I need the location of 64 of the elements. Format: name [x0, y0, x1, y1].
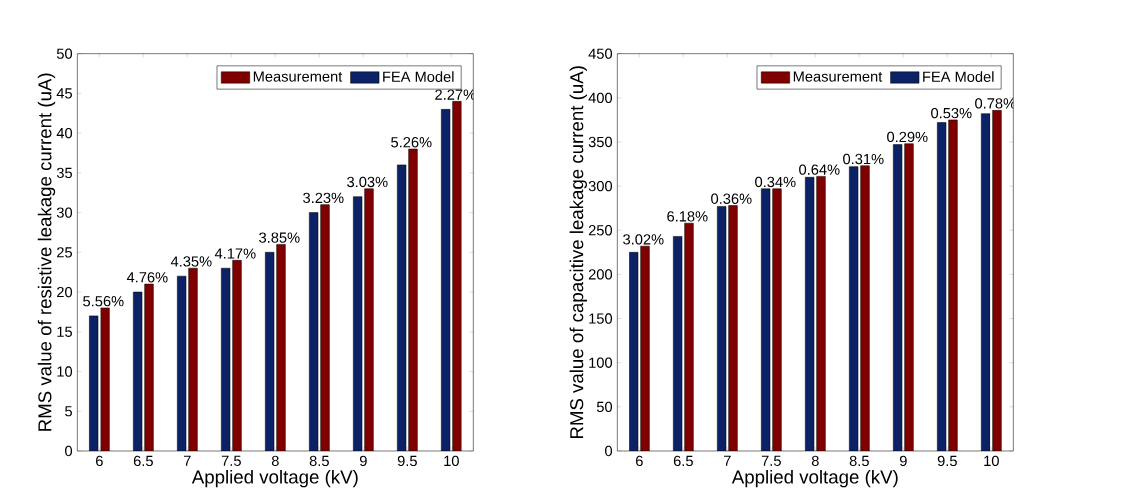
annotation: 4.76% [126, 272, 168, 283]
x-tick-label: 7.5 [221, 455, 241, 466]
legend-label: Measurement [253, 71, 343, 82]
legend-label: FEA Model [923, 71, 994, 82]
x-tick-label: 8 [271, 455, 279, 467]
y-tick-label: 350 [588, 136, 613, 148]
x-axis-title: Applied voltage (kV) [731, 469, 898, 488]
legend-label: Measurement [793, 71, 883, 82]
legend-label: FEA Model [383, 71, 454, 82]
y-tick-label: 30 [56, 207, 73, 218]
y-tick-label: 20 [57, 286, 73, 298]
annotation: 0.34% [755, 176, 796, 188]
x-tick-label: 8.5 [849, 455, 869, 467]
annotation: 0.31% [843, 153, 884, 165]
annotation: 3.23% [303, 192, 344, 204]
y-tick-label: 5 [65, 406, 72, 417]
annotation: 5.26% [391, 137, 432, 148]
y-tick-label: 25 [57, 247, 72, 258]
annotation: 0.36% [711, 193, 752, 204]
x-tick-label: 6 [636, 455, 643, 467]
x-tick-label: 7 [724, 455, 731, 466]
y-tick-label: 250 [588, 225, 613, 236]
x-tick-label: 6.5 [133, 455, 153, 467]
y-tick-label: 50 [56, 48, 73, 59]
y-tick-label: 10 [57, 366, 73, 377]
y-tick-label: 400 [588, 92, 613, 103]
annotation: 0.29% [887, 131, 928, 143]
y-tick-label: 100 [589, 357, 613, 368]
x-tick-label: 9 [899, 455, 907, 467]
annotation: 6.18% [667, 211, 708, 222]
y-tick-label: 300 [588, 180, 613, 192]
x-tick-label: 7.5 [761, 455, 781, 466]
x-tick-label: 6.5 [673, 455, 693, 467]
y-tick-label: 450 [588, 48, 613, 59]
annotation: 3.02% [623, 234, 664, 245]
x-tick-label: 8.5 [309, 455, 329, 467]
x-tick-label: 10 [444, 455, 459, 467]
y-tick-label: 0 [65, 445, 73, 457]
y-axis-title: RMS value of capacitive leakage current (uA) [569, 66, 587, 439]
y-tick-label: 200 [588, 269, 613, 280]
y-tick-label: 45 [56, 88, 72, 99]
annotation: 4.35% [170, 256, 212, 267]
annotation: 3.85% [259, 232, 300, 243]
y-tick-label: 150 [589, 313, 613, 324]
x-axis-title: Applied voltage (kV) [191, 469, 358, 488]
y-tick-label: 15 [57, 326, 72, 337]
x-tick-label: 9.5 [397, 455, 417, 467]
y-tick-label: 50 [596, 401, 613, 413]
annotation: 5.56% [83, 295, 124, 307]
x-tick-label: 8 [811, 455, 819, 467]
x-tick-label: 10 [984, 455, 999, 467]
y-axis-title: RMS value of resistive leakage current (uA) [37, 73, 56, 431]
annotation: 2.27% [435, 89, 476, 100]
x-tick-label: 9.5 [937, 455, 957, 467]
y-tick-label: 35 [56, 167, 72, 179]
annotation: 0.64% [799, 164, 840, 175]
x-tick-label: 9 [359, 455, 367, 467]
annotation: 3.03% [347, 176, 388, 188]
x-tick-label: 6 [96, 455, 103, 467]
annotation: 0.53% [931, 107, 972, 119]
annotation: 4.17% [214, 248, 256, 259]
y-tick-label: 40 [56, 127, 73, 139]
y-tick-label: 0 [605, 445, 613, 457]
x-tick-label: 7 [184, 455, 191, 466]
